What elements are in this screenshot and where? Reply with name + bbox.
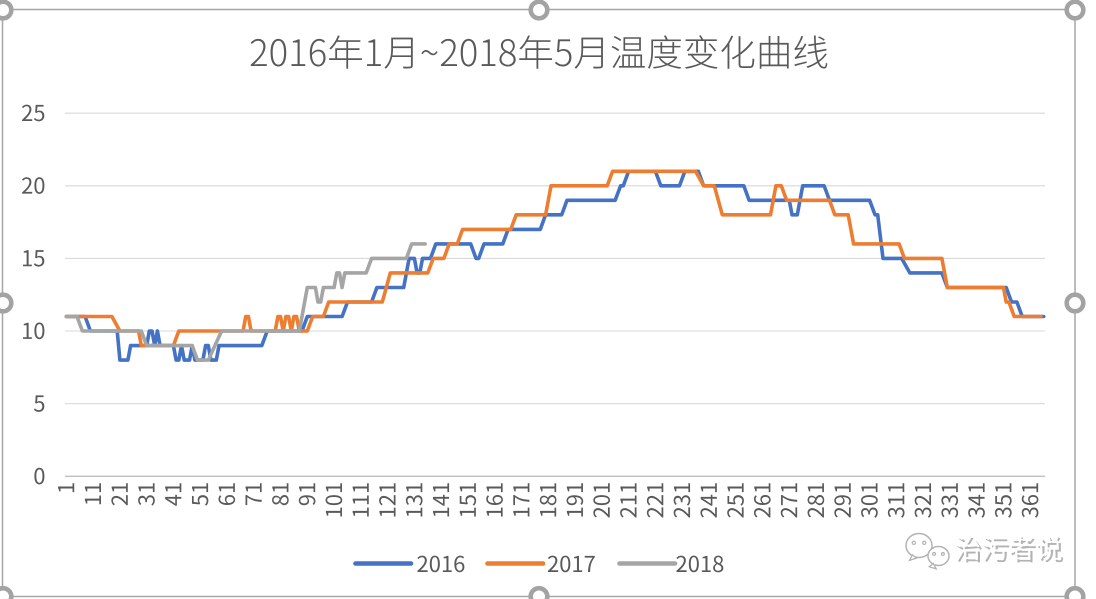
x-tick-label [727, 483, 744, 518]
legend-item-2018 [617, 555, 724, 573]
selection-border [1, 8, 1076, 598]
x-tick-label [352, 483, 369, 517]
legend-label [547, 555, 595, 573]
x-tick-label [459, 483, 477, 517]
x-tick-label [968, 483, 985, 518]
series-line-2017 [64, 169, 1043, 348]
y-tick-label [21, 177, 45, 194]
series-line-2018 [64, 242, 427, 362]
x-tick-label [700, 483, 717, 518]
y-tick-label [33, 395, 45, 412]
resize-handle-top-left[interactable] [0, 0, 14, 21]
x-tick-label [861, 483, 878, 518]
y-axis-labels [21, 104, 45, 485]
wechat-logo-icon [905, 532, 933, 562]
x-tick-label [1021, 483, 1039, 518]
legend [353, 555, 724, 573]
legend-item-2017 [485, 555, 595, 573]
resize-handle-top-center[interactable] [528, 0, 550, 21]
x-tick-label [138, 483, 155, 506]
watermark [905, 532, 1064, 571]
y-tick-label [34, 467, 45, 485]
x-tick-label [298, 483, 316, 506]
legend-label [676, 555, 724, 573]
resize-handle-middle-right[interactable] [1064, 292, 1086, 314]
x-tick-label [807, 483, 825, 518]
watermark-text [955, 535, 1061, 561]
x-tick-label [566, 483, 584, 517]
legend-item-2016 [353, 555, 465, 573]
resize-handle-bottom-center[interactable] [528, 585, 550, 599]
x-tick-label [539, 483, 557, 517]
resize-handle-bottom-left[interactable] [0, 585, 14, 599]
x-tick-label [405, 483, 423, 517]
x-tick-label [165, 483, 182, 506]
x-tick-label [325, 483, 343, 517]
series-line-2016 [64, 169, 1046, 362]
resize-handle-bottom-right[interactable] [1064, 585, 1086, 599]
x-tick-label [58, 483, 75, 493]
x-tick-label [593, 483, 611, 518]
x-tick-label [887, 483, 905, 518]
y-tick-label [21, 104, 45, 122]
x-tick-label [780, 483, 798, 518]
x-tick-label [379, 483, 396, 517]
gridlines [65, 112, 1045, 477]
x-tick-label [432, 483, 450, 517]
x-tick-label [834, 483, 852, 518]
x-tick-label [84, 483, 101, 505]
series-lines [64, 169, 1046, 362]
y-tick-label [23, 250, 45, 267]
legend-label [417, 555, 465, 573]
x-tick-label [753, 483, 771, 518]
wechat-logo-icon [927, 545, 950, 571]
x-tick-label [245, 483, 262, 506]
y-tick-label [23, 322, 45, 340]
x-tick-label [941, 483, 959, 518]
resize-handle-top-right[interactable] [1064, 0, 1086, 21]
resize-handle-middle-left[interactable] [0, 292, 14, 314]
x-tick-label [620, 483, 637, 518]
chart-title [250, 35, 828, 69]
x-tick-label [673, 483, 691, 518]
x-tick-label [914, 483, 932, 518]
x-tick-label [486, 483, 503, 517]
x-tick-label [994, 483, 1012, 518]
x-tick-label [218, 483, 236, 505]
x-tick-label [646, 483, 664, 518]
x-tick-label [111, 483, 128, 506]
x-axis-labels [58, 483, 1039, 518]
x-tick-label [272, 483, 289, 506]
x-tick-label [513, 483, 530, 517]
x-tick-label [191, 483, 209, 506]
